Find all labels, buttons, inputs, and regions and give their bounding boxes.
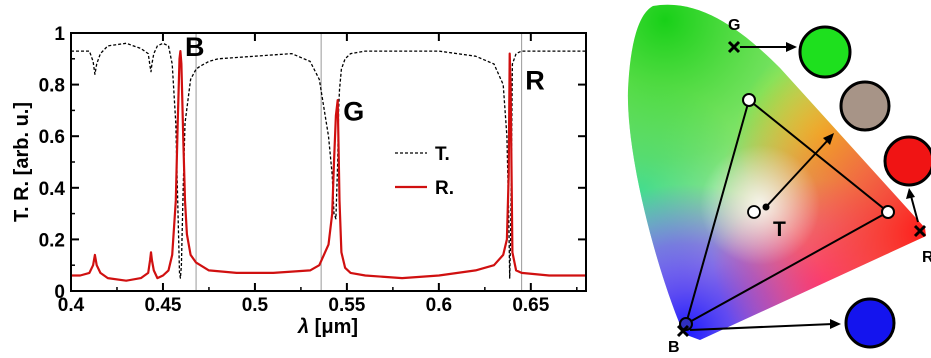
x-tick-label: 0.6 xyxy=(426,295,452,316)
point-label-g: G xyxy=(728,17,740,34)
y-tick-label: 0.4 xyxy=(39,179,66,200)
legend-label-r: R. xyxy=(435,178,454,199)
arrow-b-to-swatch xyxy=(689,319,841,331)
arrow-g-to-swatch xyxy=(740,42,797,52)
swatch-green xyxy=(798,25,852,79)
cie-chromaticity-diagram: G R B T xyxy=(627,4,931,356)
y-tick-label: 0 xyxy=(54,282,65,303)
target-point-open xyxy=(747,205,761,219)
legend-label-t: T. xyxy=(435,144,450,165)
peak-label-r: R xyxy=(525,65,545,95)
x-tick-label: 0.4 xyxy=(58,295,85,316)
point-label-b: B xyxy=(668,339,680,356)
arrow-t-to-swatch xyxy=(765,133,834,208)
spectrum-plot: 0.4 0.45 0.5 0.55 0.6 0.65 0 0.2 0.4 0.6 0.8 1 λ [… xyxy=(11,24,587,338)
triangle-vertex-g xyxy=(742,93,756,107)
point-label-r: R xyxy=(922,249,931,266)
x-axis-ticks: 0.4 0.45 0.5 0.55 0.6 0.65 xyxy=(58,33,578,316)
arrow-r-to-swatch xyxy=(906,188,919,223)
x-tick-label: 0.65 xyxy=(512,295,549,316)
cross-marker-b xyxy=(676,324,690,338)
swatch-red xyxy=(883,135,931,187)
legend: T. R. xyxy=(395,144,454,199)
y-axis-title: T. R. [arb. u.] xyxy=(11,102,33,222)
x-tick-label: 0.5 xyxy=(242,295,269,316)
y-tick-label: 0.2 xyxy=(39,230,65,251)
point-label-t: T xyxy=(773,218,786,241)
y-tick-label: 0.8 xyxy=(39,76,65,97)
x-axis-title: λ [μm] xyxy=(297,316,358,338)
swatch-mixed xyxy=(839,80,891,132)
peak-annotations: B G R xyxy=(185,32,545,127)
triangle-vertex-r xyxy=(881,205,895,219)
series-layer xyxy=(71,42,586,282)
series-line-r xyxy=(71,49,586,282)
cross-marker-r xyxy=(913,224,927,238)
peak-label-g: G xyxy=(343,96,364,126)
cross-marker-g xyxy=(727,40,741,54)
swatch-blue xyxy=(844,297,896,349)
y-tick-label: 0.6 xyxy=(39,127,65,148)
y-axis-ticks: 0 0.2 0.4 0.6 0.8 1 xyxy=(39,24,586,303)
gamut-triangle xyxy=(684,98,890,327)
peak-label-b: B xyxy=(185,32,205,62)
x-tick-label: 0.45 xyxy=(144,295,181,316)
vertical-marker-lines xyxy=(195,33,523,291)
x-tick-label: 0.55 xyxy=(328,295,365,316)
y-tick-label: 1 xyxy=(54,24,65,45)
series-line-t xyxy=(71,42,586,279)
